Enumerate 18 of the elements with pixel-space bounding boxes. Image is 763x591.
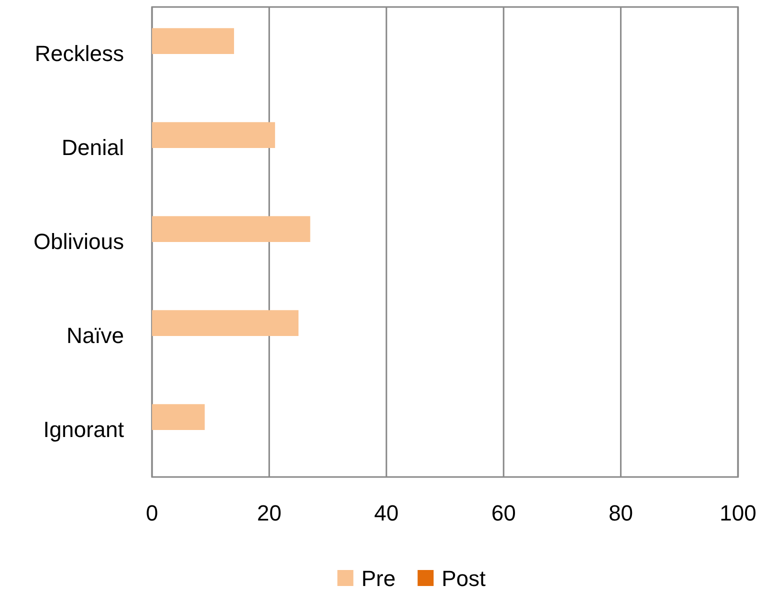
bar: [152, 122, 276, 148]
x-tick-label: 100: [720, 500, 756, 526]
legend-label: Pre: [361, 566, 396, 591]
x-tick-label: 60: [491, 500, 516, 526]
y-tick-label: Ignorant: [43, 417, 124, 442]
x-tick-label: 40: [374, 500, 399, 526]
x-tick-label: 20: [256, 500, 282, 526]
bar: [152, 28, 234, 54]
y-tick-label: Oblivious: [34, 229, 124, 254]
legend-label: Post: [442, 566, 486, 591]
x-tick-label: 80: [608, 500, 634, 526]
bar: [152, 216, 310, 242]
y-tick-label: Denial: [62, 135, 124, 160]
x-tick-label: 0: [146, 500, 158, 526]
y-tick-label: Naïve: [66, 323, 124, 348]
bar: [152, 404, 205, 430]
bar: [152, 310, 298, 336]
y-tick-label: Reckless: [34, 41, 124, 66]
